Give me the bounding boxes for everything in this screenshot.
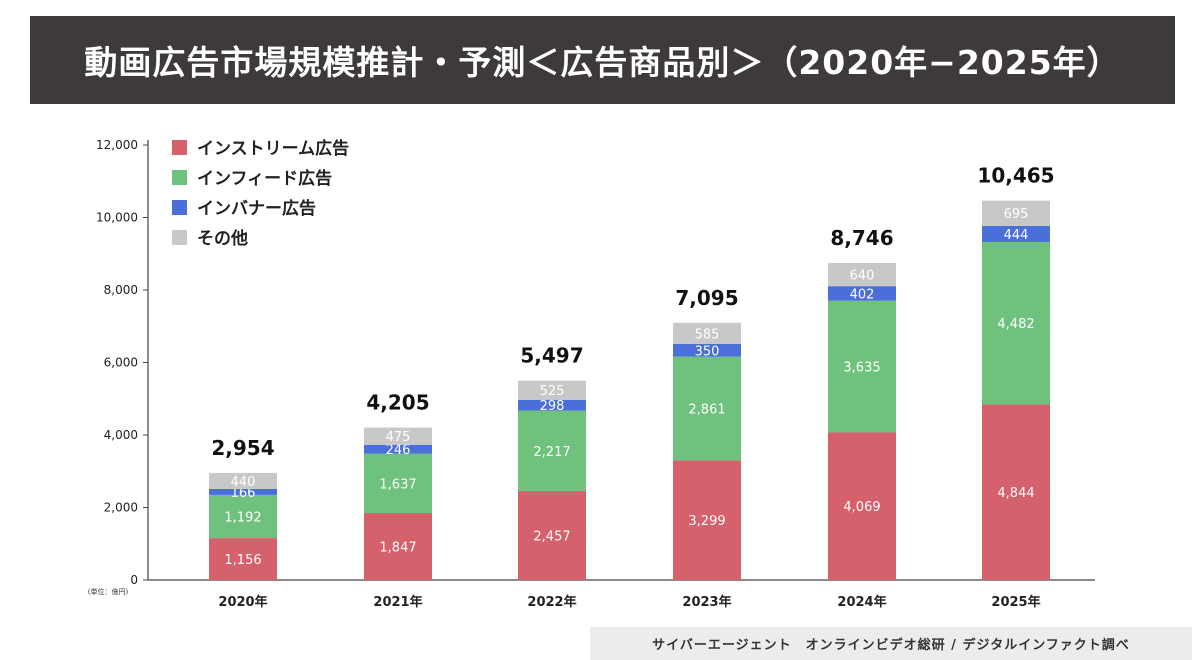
bar-total-label: 5,497 [520, 344, 583, 368]
bar-segment [982, 225, 1050, 242]
y-tick-label: 10,000 [96, 211, 138, 225]
segment-value-label: 3,635 [843, 361, 880, 376]
segment-value-label: 444 [1004, 228, 1029, 243]
segment-value-label: 525 [540, 384, 565, 399]
segment-value-label: 1,637 [379, 477, 416, 492]
segment-value-label: 298 [540, 399, 565, 414]
x-category-label: 2022年 [527, 594, 576, 610]
bar-segment [982, 200, 1050, 226]
segment-value-label: 2,457 [533, 529, 570, 544]
y-tick-label: 4,000 [104, 428, 138, 442]
segment-value-label: 640 [850, 269, 875, 284]
bar-total-label: 2,954 [211, 436, 274, 460]
bar-segment [518, 399, 586, 411]
segment-value-label: 2,861 [688, 403, 725, 418]
chart-title-bar: 動画広告市場規模推計・予測＜広告商品別＞（2020年−2025年） [30, 16, 1175, 104]
legend-swatch [172, 170, 187, 185]
segment-value-label: 1,847 [379, 541, 416, 556]
bar-segment [982, 404, 1050, 580]
legend-label: インストリーム広告 [197, 138, 349, 159]
bar-segment [364, 427, 432, 445]
x-category-label: 2024年 [837, 594, 886, 610]
segment-value-label: 1,192 [224, 510, 261, 525]
chart-title: 動画広告市場規模推計・予測＜広告商品別＞（2020年−2025年） [84, 43, 1121, 82]
bar-total-label: 8,746 [830, 226, 893, 250]
bar-segment [364, 444, 432, 454]
x-category-label: 2023年 [682, 594, 731, 610]
segment-value-label: 402 [850, 287, 875, 302]
bar-segment [364, 453, 432, 514]
bar-segment [673, 322, 741, 345]
bar-total-label: 7,095 [675, 286, 738, 310]
bar-segment [673, 356, 741, 461]
segment-value-label: 695 [1004, 207, 1029, 222]
bar-segment [828, 432, 896, 580]
bar-segment [209, 538, 277, 580]
y-tick-label: 0 [130, 573, 138, 587]
segment-value-label: 4,482 [997, 317, 1034, 332]
bar-segment [982, 241, 1050, 405]
legend-swatch [172, 140, 187, 155]
x-category-label: 2025年 [991, 594, 1040, 610]
y-tick-label: 2,000 [104, 501, 138, 515]
segment-value-label: 4,844 [997, 486, 1034, 501]
legend-label: インフィード広告 [197, 168, 332, 189]
bar-segment [209, 488, 277, 495]
unit-label: (単位：億円) [88, 587, 129, 596]
segment-value-label: 246 [386, 443, 411, 458]
legend-swatch [172, 230, 187, 245]
bar-segment [673, 344, 741, 357]
bar-segment [828, 286, 896, 301]
bar-segment [518, 410, 586, 491]
y-tick-label: 6,000 [104, 356, 138, 370]
segment-value-label: 4,069 [843, 500, 880, 515]
bar-total-label: 10,465 [977, 164, 1054, 188]
x-category-label: 2020年 [218, 594, 267, 610]
segment-value-label: 2,217 [533, 445, 570, 460]
bar-segment [518, 490, 586, 580]
segment-value-label: 166 [231, 486, 256, 501]
source-credit: サイバーエージェント オンラインビデオ総研 / デジタルインファクト調べ [590, 627, 1192, 660]
y-tick-label: 12,000 [96, 138, 138, 152]
bar-segment [673, 460, 741, 580]
bar-segment [828, 262, 896, 287]
bar-total-label: 4,205 [366, 391, 429, 415]
bar-segment [518, 380, 586, 400]
legend-label: インバナー広告 [197, 198, 316, 219]
x-category-label: 2021年 [373, 594, 422, 610]
bar-segment [828, 300, 896, 433]
segment-value-label: 475 [386, 430, 411, 445]
segment-value-label: 3,299 [688, 514, 725, 529]
bar-segment [209, 472, 277, 489]
y-tick-label: 8,000 [104, 283, 138, 297]
segment-value-label: 585 [695, 327, 720, 342]
bar-segment [209, 494, 277, 539]
legend-swatch [172, 200, 187, 215]
segment-value-label: 1,156 [224, 553, 261, 568]
segment-value-label: 440 [231, 475, 256, 490]
bar-segment [364, 513, 432, 580]
segment-value-label: 350 [695, 344, 720, 359]
legend-label: その他 [197, 228, 248, 249]
